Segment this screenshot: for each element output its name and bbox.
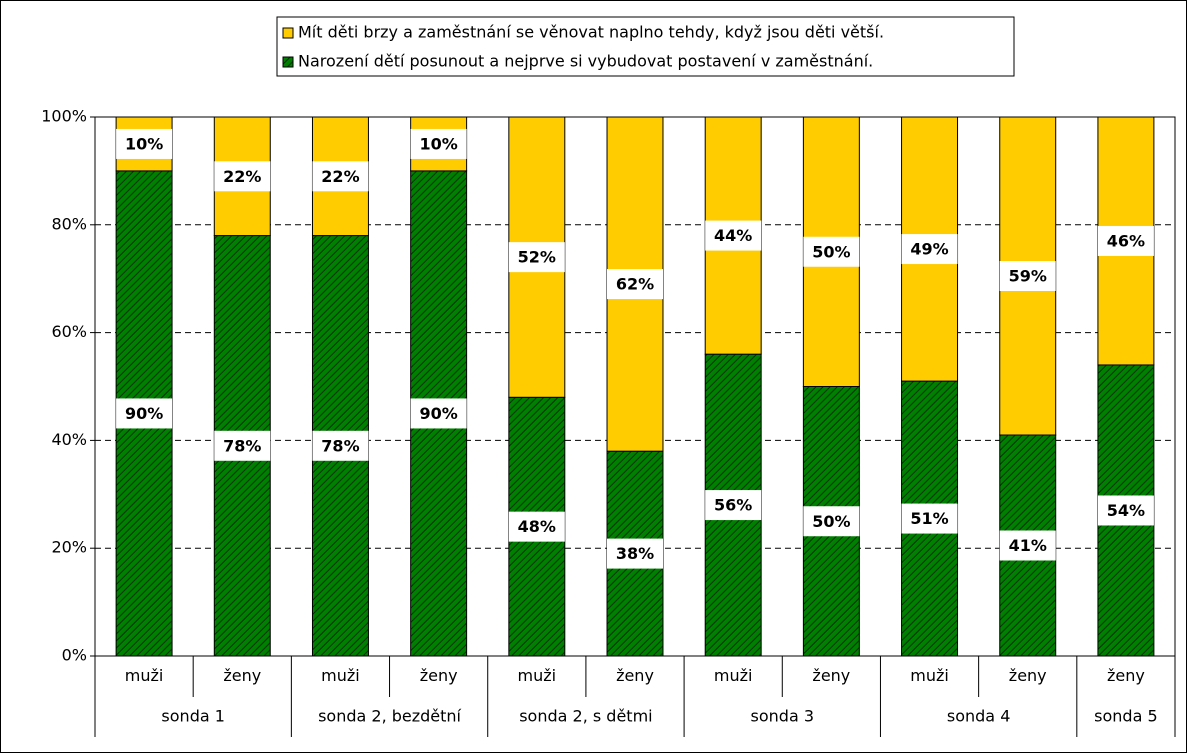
value-label-box xyxy=(410,128,467,159)
y-tick-label: 100% xyxy=(41,107,87,126)
x-tick-label: muži xyxy=(321,666,360,685)
value-label-box xyxy=(410,398,467,429)
legend-label: Mít děti brzy a zaměstnání se věnovat na… xyxy=(298,23,884,42)
value-label: 51% xyxy=(910,509,948,528)
value-label: 10% xyxy=(125,134,163,153)
value-label: 50% xyxy=(812,512,850,531)
value-label-box xyxy=(116,128,173,159)
value-label: 22% xyxy=(223,167,261,186)
value-label: 90% xyxy=(419,404,457,423)
group-label: sonda 3 xyxy=(751,707,815,726)
value-label-box xyxy=(1097,225,1154,256)
x-tick-label: ženy xyxy=(1009,666,1047,685)
legend-swatch xyxy=(282,56,294,68)
value-label-box xyxy=(116,398,173,429)
value-label: 46% xyxy=(1107,231,1145,250)
value-label: 59% xyxy=(1009,267,1047,286)
value-label-box xyxy=(312,430,369,461)
value-label-box xyxy=(607,538,663,569)
value-label-box xyxy=(901,234,958,265)
value-label: 48% xyxy=(518,517,556,536)
value-label-box xyxy=(999,261,1056,292)
group-label: sonda 4 xyxy=(947,707,1011,726)
group-label: sonda 2, bezdětní xyxy=(318,707,461,726)
value-label: 54% xyxy=(1107,501,1145,520)
value-label-box xyxy=(1097,495,1154,526)
value-label-box xyxy=(803,236,860,267)
value-label: 90% xyxy=(125,404,163,423)
legend-box xyxy=(276,16,1015,77)
y-tick-label: 40% xyxy=(51,430,87,449)
x-tick-label: ženy xyxy=(616,666,654,685)
value-label-box xyxy=(705,220,762,251)
value-label: 38% xyxy=(616,544,654,563)
x-tick-label: muži xyxy=(518,666,557,685)
value-label: 41% xyxy=(1009,536,1047,555)
value-label-box xyxy=(214,161,271,192)
group-label: sonda 2, s dětmi xyxy=(519,707,652,726)
y-tick-label: 20% xyxy=(51,538,87,557)
legend-swatch xyxy=(282,27,294,39)
x-tick-label: muži xyxy=(125,666,164,685)
value-label: 22% xyxy=(321,167,359,186)
x-tick-label: muži xyxy=(910,666,949,685)
x-tick-label: muži xyxy=(714,666,753,685)
value-label: 62% xyxy=(616,275,654,294)
value-label-box xyxy=(607,269,663,300)
value-label-box xyxy=(214,430,271,461)
value-label-box xyxy=(803,506,860,537)
value-label: 56% xyxy=(714,496,752,515)
value-label: 10% xyxy=(419,134,457,153)
value-label: 49% xyxy=(910,240,948,259)
value-label-box xyxy=(999,530,1056,561)
x-tick-label: ženy xyxy=(812,666,850,685)
value-label: 52% xyxy=(518,248,556,267)
y-tick-label: 0% xyxy=(62,646,87,665)
value-label: 78% xyxy=(321,436,359,455)
y-tick-label: 60% xyxy=(51,322,87,341)
value-label-box xyxy=(508,242,565,273)
value-label: 78% xyxy=(223,436,261,455)
value-label: 50% xyxy=(812,242,850,261)
legend-label: Narození dětí posunout a nejprve si vybu… xyxy=(298,52,873,71)
value-label-box xyxy=(508,511,565,542)
value-label: 44% xyxy=(714,226,752,245)
value-label-box xyxy=(705,490,762,521)
x-tick-label: ženy xyxy=(223,666,261,685)
value-label-box xyxy=(901,503,958,534)
x-tick-label: ženy xyxy=(1107,666,1145,685)
y-tick-label: 80% xyxy=(51,214,87,233)
x-tick-label: ženy xyxy=(420,666,458,685)
value-label-box xyxy=(312,161,369,192)
group-label: sonda 5 xyxy=(1094,707,1158,726)
group-label: sonda 1 xyxy=(161,707,225,726)
